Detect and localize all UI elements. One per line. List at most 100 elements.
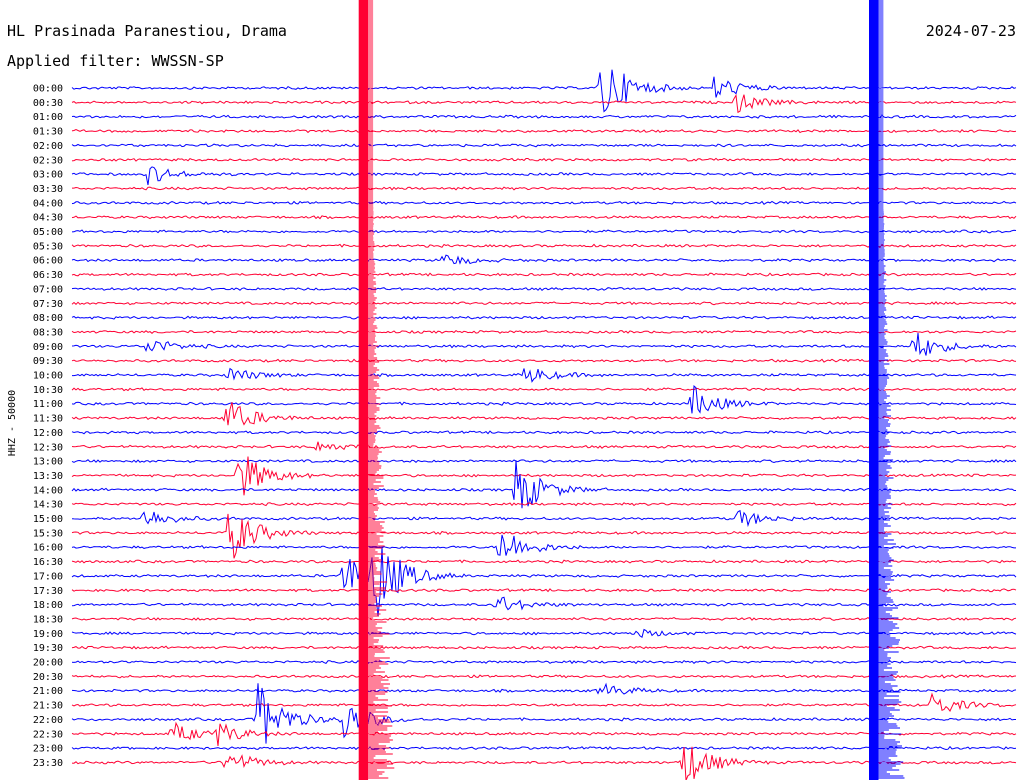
trace-row [71, 459, 1017, 464]
trace-row [71, 69, 1017, 113]
tick-label: 10:00 [33, 371, 63, 382]
tick-label: 21:30 [33, 701, 63, 712]
trace-row [71, 166, 1017, 186]
trace-row [71, 588, 1017, 593]
tick-label: 20:30 [33, 672, 63, 683]
trace-row [71, 200, 1017, 205]
tick-label: 17:00 [33, 571, 63, 582]
saturated-coda [878, 0, 905, 779]
trace-row [71, 441, 1017, 452]
tick-label: 16:30 [33, 557, 63, 568]
tick-label: 12:00 [33, 428, 63, 439]
tick-label: 19:00 [33, 629, 63, 640]
saturated-column [358, 0, 369, 780]
trace-row [71, 692, 1017, 712]
trace-row [71, 545, 1017, 617]
trace-row [71, 534, 1016, 556]
tick-label: 02:30 [33, 155, 63, 166]
time-tick-labels: 00:00 00:30 01:00 01:30 02:00 02:30 03:00 03:30… [33, 84, 63, 769]
tick-label: 13:00 [33, 457, 63, 468]
tick-label: 13:30 [33, 471, 63, 482]
trace-row [71, 460, 1017, 509]
trace-row [71, 332, 1017, 356]
tick-label: 00:00 [33, 84, 63, 95]
trace-row [71, 286, 1017, 291]
tick-label: 21:00 [33, 686, 63, 697]
tick-label: 03:30 [33, 184, 63, 195]
trace-row [71, 746, 1017, 780]
trace-row [71, 272, 1017, 277]
trace-row [71, 329, 1017, 334]
tick-label: 00:30 [33, 98, 63, 109]
tick-label: 18:00 [33, 600, 63, 611]
trace-row [71, 93, 1017, 114]
trace-row [72, 186, 1017, 191]
chart-title: HL Prasinada Paranestiou, Drama [7, 22, 287, 40]
saturated-columns [358, 0, 905, 780]
tick-label: 01:00 [33, 112, 63, 123]
tick-label: 10:30 [33, 385, 63, 396]
tick-label: 18:30 [33, 614, 63, 625]
tick-label: 22:30 [33, 729, 63, 740]
saturated-column [869, 0, 879, 780]
trace-row [72, 367, 1017, 383]
trace-row [71, 456, 1017, 496]
tick-label: 01:30 [33, 127, 63, 138]
trace-row [71, 387, 1017, 392]
trace-row [71, 745, 1017, 751]
tick-label: 02:00 [33, 141, 63, 152]
trace-row [71, 229, 1017, 234]
trace-row [71, 402, 1017, 426]
trace-row [71, 254, 1017, 265]
trace-row [71, 315, 1017, 320]
tick-label: 05:30 [33, 241, 63, 252]
tick-label: 07:30 [33, 299, 63, 310]
trace-row [71, 674, 1017, 679]
tick-label: 05:00 [33, 227, 63, 238]
trace-row [71, 114, 1017, 119]
trace-row [71, 430, 1017, 435]
tick-label: 19:30 [33, 643, 63, 654]
chart-date: 2024-07-23 [926, 22, 1016, 40]
trace-row [71, 559, 1017, 564]
tick-label: 15:00 [33, 514, 63, 525]
tick-label: 04:00 [33, 198, 63, 209]
chart-subtitle: Applied filter: WWSSN-SP [7, 52, 224, 70]
tick-label: 03:00 [33, 170, 63, 181]
tick-label: 04:30 [33, 213, 63, 224]
tick-label: 07:00 [33, 284, 63, 295]
tick-label: 16:00 [33, 543, 63, 554]
trace-row [71, 596, 1017, 611]
trace-row [71, 682, 1017, 695]
tick-label: 17:30 [33, 586, 63, 597]
trace-row [71, 301, 1017, 306]
seismogram-traces [71, 69, 1017, 780]
trace-row [71, 215, 1017, 220]
saturated-coda [368, 0, 395, 779]
tick-label: 15:30 [33, 528, 63, 539]
trace-row [71, 384, 1017, 414]
trace-row [71, 721, 1017, 746]
tick-label: 14:00 [33, 485, 63, 496]
tick-label: 11:00 [33, 399, 63, 410]
tick-label: 06:00 [33, 256, 63, 267]
tick-label: 12:30 [33, 442, 63, 453]
tick-label: 08:00 [33, 313, 63, 324]
tick-label: 23:00 [33, 744, 63, 755]
trace-row [71, 659, 1017, 665]
tick-label: 09:30 [33, 356, 63, 367]
trace-row [71, 645, 1017, 650]
trace-row [71, 628, 1017, 638]
tick-label: 22:00 [33, 715, 63, 726]
trace-row [71, 243, 1017, 248]
tick-label: 09:00 [33, 342, 63, 353]
trace-row [71, 157, 1017, 162]
trace-row [71, 683, 1016, 744]
trace-row [71, 143, 1017, 148]
trace-row [71, 509, 1017, 528]
trace-row [71, 502, 1017, 507]
tick-label: 14:30 [33, 500, 63, 511]
trace-row [71, 513, 1017, 559]
tick-label: 23:30 [33, 758, 63, 769]
